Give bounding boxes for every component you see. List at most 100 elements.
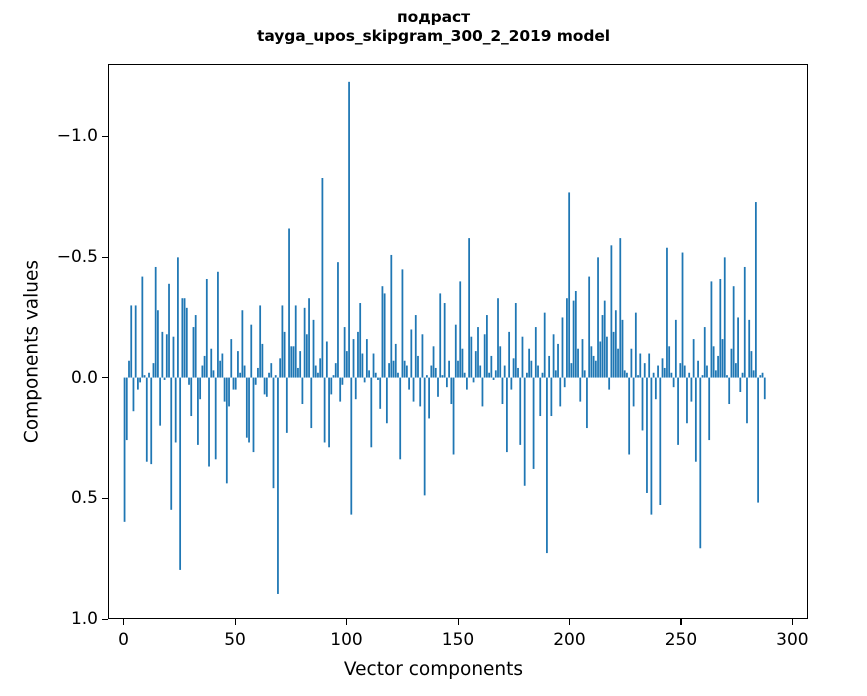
bar	[439, 293, 442, 378]
bar	[368, 370, 370, 378]
bar	[486, 315, 488, 378]
bar	[621, 319, 624, 378]
bar	[354, 377, 357, 400]
chart-title: подраст tayga_upos_skipgram_300_2_2019 m…	[0, 8, 867, 47]
bar	[750, 351, 753, 378]
bar	[530, 360, 533, 378]
bar	[572, 300, 575, 378]
bar	[497, 298, 499, 378]
bar	[574, 291, 577, 378]
bar	[239, 372, 242, 378]
bar	[741, 372, 744, 378]
bar	[672, 377, 675, 388]
bar	[423, 377, 426, 496]
bar	[330, 377, 333, 395]
bar	[130, 305, 133, 378]
x-tick-label: 50	[224, 630, 246, 650]
bar	[361, 353, 364, 378]
bar	[626, 372, 628, 378]
bar	[728, 377, 731, 405]
chart-title-line-2: tayga_upos_skipgram_300_2_2019 model	[257, 27, 610, 46]
bar	[512, 358, 515, 378]
bar	[639, 353, 642, 378]
bar	[310, 377, 313, 429]
bar	[379, 377, 382, 409]
y-tick-mark	[101, 497, 108, 499]
bar	[274, 375, 277, 378]
bar	[397, 372, 399, 378]
bar	[514, 303, 517, 378]
bar	[628, 377, 631, 455]
bar	[692, 339, 695, 378]
bar	[681, 252, 684, 378]
bar	[759, 375, 762, 378]
bar	[190, 377, 193, 417]
bar	[170, 377, 173, 510]
bar	[183, 298, 186, 378]
bar	[243, 365, 246, 378]
bar	[259, 305, 262, 378]
bar	[370, 377, 373, 448]
bar	[701, 375, 704, 378]
bar	[210, 348, 213, 378]
x-tick-label: 300	[776, 630, 809, 650]
bar	[490, 355, 493, 378]
bar	[232, 377, 235, 390]
bar	[254, 377, 257, 385]
bar	[686, 377, 688, 424]
bar	[483, 334, 486, 378]
bar	[443, 303, 446, 378]
x-tick-mark	[457, 618, 459, 625]
y-tick-mark	[101, 377, 108, 379]
bar	[492, 377, 495, 380]
bar	[308, 298, 310, 378]
y-tick-label: 0.0	[70, 367, 98, 388]
bar	[261, 343, 264, 378]
bar	[332, 375, 335, 378]
bar	[157, 310, 159, 378]
bar	[145, 377, 148, 462]
bar	[312, 319, 315, 378]
bar	[712, 346, 715, 378]
bar	[474, 351, 477, 378]
bar	[659, 377, 662, 505]
bar	[414, 315, 417, 378]
bar	[619, 238, 622, 378]
bar	[463, 372, 466, 378]
bar	[601, 315, 604, 378]
y-tick-mark	[101, 135, 108, 138]
bar	[385, 377, 388, 424]
bar	[661, 358, 664, 378]
bar	[508, 331, 511, 378]
bar	[568, 192, 571, 378]
x-tick-label: 200	[553, 630, 586, 650]
bar	[548, 355, 551, 378]
bar	[752, 370, 755, 378]
bar	[706, 365, 708, 378]
bar	[710, 281, 713, 378]
bar	[388, 363, 390, 378]
bar	[579, 377, 582, 402]
bar	[208, 377, 210, 467]
bar	[359, 303, 362, 378]
bar	[365, 339, 368, 378]
bar	[666, 247, 668, 378]
bar	[374, 372, 377, 378]
bar	[283, 331, 286, 378]
bar	[390, 254, 393, 378]
bar	[723, 257, 726, 378]
bar	[245, 377, 248, 438]
bar	[230, 339, 233, 378]
bar	[763, 377, 766, 400]
bar	[279, 358, 282, 378]
bar-plot-canvas	[109, 65, 807, 618]
bar	[577, 348, 579, 378]
bar	[617, 348, 619, 378]
bar	[294, 305, 297, 378]
bar	[277, 377, 279, 594]
bar	[526, 372, 528, 378]
bar	[412, 377, 415, 402]
bar	[677, 377, 679, 445]
bar	[454, 324, 457, 378]
bar	[150, 377, 153, 465]
